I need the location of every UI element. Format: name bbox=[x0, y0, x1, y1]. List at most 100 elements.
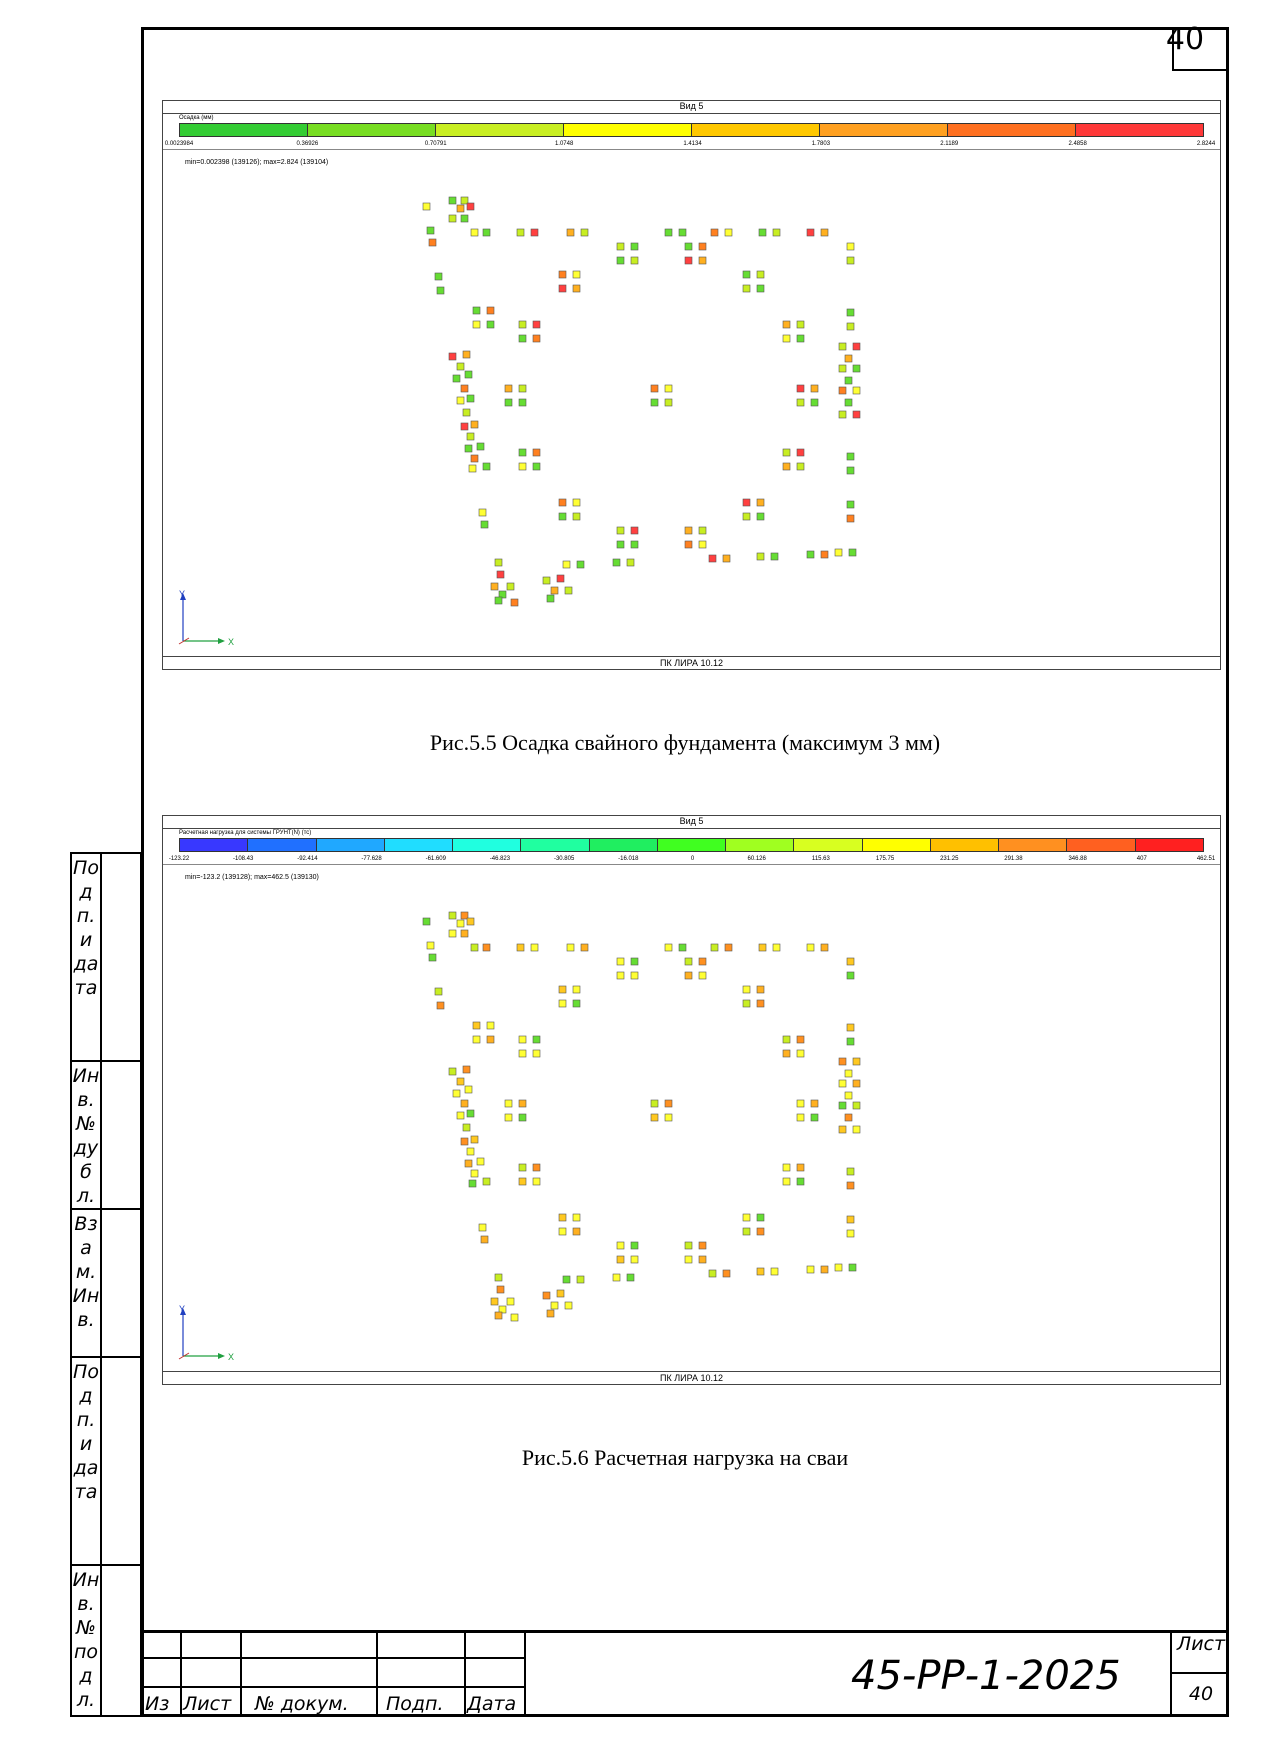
divider bbox=[163, 113, 1220, 114]
pile-marker bbox=[558, 985, 567, 994]
pile-marker bbox=[518, 1113, 527, 1122]
pile-marker bbox=[616, 1241, 625, 1250]
pile-marker bbox=[532, 1163, 541, 1172]
pile-marker bbox=[698, 971, 707, 980]
pile-marker bbox=[506, 1297, 515, 1306]
pile-marker bbox=[466, 1147, 475, 1156]
pile-marker bbox=[852, 1079, 861, 1088]
pile-marker bbox=[518, 462, 527, 471]
pile-marker bbox=[542, 576, 551, 585]
pile-marker bbox=[470, 1169, 479, 1178]
pile-marker bbox=[462, 1123, 471, 1132]
pile-marker bbox=[476, 1157, 485, 1166]
pile-marker bbox=[650, 398, 659, 407]
title-block: 45-РР-1-2025 Из Лист № докум. Подп. Дата… bbox=[141, 1630, 1229, 1717]
pile-marker bbox=[630, 242, 639, 251]
pile-marker bbox=[558, 498, 567, 507]
pile-marker bbox=[462, 1065, 471, 1074]
figure-footer: ПК ЛИРА 10.12 bbox=[163, 1371, 1220, 1384]
pile-marker bbox=[698, 242, 707, 251]
pile-marker bbox=[838, 342, 847, 351]
axis-x-label: X bbox=[228, 1352, 234, 1362]
scale-segment bbox=[657, 839, 727, 851]
pile-marker bbox=[572, 1213, 581, 1222]
scale-segment bbox=[589, 839, 658, 851]
pile-marker bbox=[806, 550, 815, 559]
scale-tick-label: -77.628 bbox=[361, 856, 382, 862]
scale-segment bbox=[316, 839, 385, 851]
pile-marker bbox=[846, 957, 855, 966]
pile-marker bbox=[848, 548, 857, 557]
pile-plot bbox=[422, 196, 861, 607]
pile-marker bbox=[742, 284, 751, 293]
pile-marker bbox=[782, 334, 791, 343]
pile-marker bbox=[504, 398, 513, 407]
pile-marker bbox=[796, 1177, 805, 1186]
pile-marker bbox=[806, 228, 815, 237]
pile-marker bbox=[852, 342, 861, 351]
pile-marker bbox=[756, 999, 765, 1008]
scale-segment bbox=[564, 124, 692, 136]
scale-ticks: -123.22 -108.43 -92.414 -77.628 -61.609 -46.8… bbox=[163, 856, 1220, 864]
pile-marker bbox=[616, 526, 625, 535]
pile-marker bbox=[838, 386, 847, 395]
pile-marker bbox=[480, 1235, 489, 1244]
pile-marker bbox=[456, 1077, 465, 1086]
scale-tick-label: 0 bbox=[690, 856, 695, 862]
pile-marker bbox=[426, 941, 435, 950]
pile-marker bbox=[612, 1273, 621, 1282]
pile-marker bbox=[796, 462, 805, 471]
pile-marker bbox=[466, 917, 475, 926]
pile-marker bbox=[796, 1049, 805, 1058]
pile-marker bbox=[422, 202, 431, 211]
pile-marker bbox=[756, 1213, 765, 1222]
scale-tick-label: 462.51 bbox=[1196, 856, 1216, 862]
pile-marker bbox=[486, 306, 495, 315]
pile-marker bbox=[806, 943, 815, 952]
pile-marker bbox=[452, 1089, 461, 1098]
scale-segment bbox=[999, 839, 1068, 851]
pile-marker bbox=[722, 1269, 731, 1278]
pile-marker bbox=[852, 1057, 861, 1066]
pile-marker bbox=[572, 512, 581, 521]
pile-marker bbox=[456, 396, 465, 405]
scale-segment bbox=[862, 839, 931, 851]
pile-marker bbox=[756, 512, 765, 521]
pile-marker bbox=[456, 362, 465, 371]
pile-marker bbox=[844, 1091, 853, 1100]
pile-marker bbox=[698, 1241, 707, 1250]
title-block-grid bbox=[141, 1630, 1229, 1717]
pile-marker bbox=[516, 228, 525, 237]
pile-marker bbox=[518, 1035, 527, 1044]
pile-marker bbox=[434, 987, 443, 996]
scale-tick-label: -46.823 bbox=[489, 856, 511, 862]
pile-marker bbox=[518, 398, 527, 407]
sidebar-inv-dubl: Инв. № дубл. bbox=[70, 1060, 142, 1210]
scale-segment bbox=[453, 839, 522, 851]
pile-marker bbox=[630, 957, 639, 966]
scale-segment bbox=[1135, 839, 1203, 851]
pile-marker bbox=[436, 1001, 445, 1010]
pile-marker bbox=[698, 540, 707, 549]
pile-marker bbox=[756, 985, 765, 994]
pile-marker bbox=[504, 1099, 513, 1108]
scale-tick-label: -92.414 bbox=[297, 856, 318, 862]
pile-marker bbox=[722, 554, 731, 563]
pile-marker bbox=[838, 1101, 847, 1110]
pile-marker bbox=[834, 1263, 843, 1272]
scale-segment bbox=[180, 839, 249, 851]
pile-marker bbox=[498, 590, 507, 599]
pile-marker bbox=[456, 919, 465, 928]
pile-marker bbox=[478, 508, 487, 517]
pile-marker bbox=[546, 1309, 555, 1318]
pile-marker bbox=[630, 526, 639, 535]
pile-marker bbox=[448, 196, 457, 205]
pile-marker bbox=[810, 1113, 819, 1122]
pile-marker bbox=[820, 550, 829, 559]
pile-marker bbox=[838, 1057, 847, 1066]
pile-marker bbox=[494, 558, 503, 567]
pile-marker bbox=[460, 384, 469, 393]
pile-marker bbox=[532, 320, 541, 329]
pile-marker bbox=[806, 1265, 815, 1274]
pile-marker bbox=[510, 1313, 519, 1322]
